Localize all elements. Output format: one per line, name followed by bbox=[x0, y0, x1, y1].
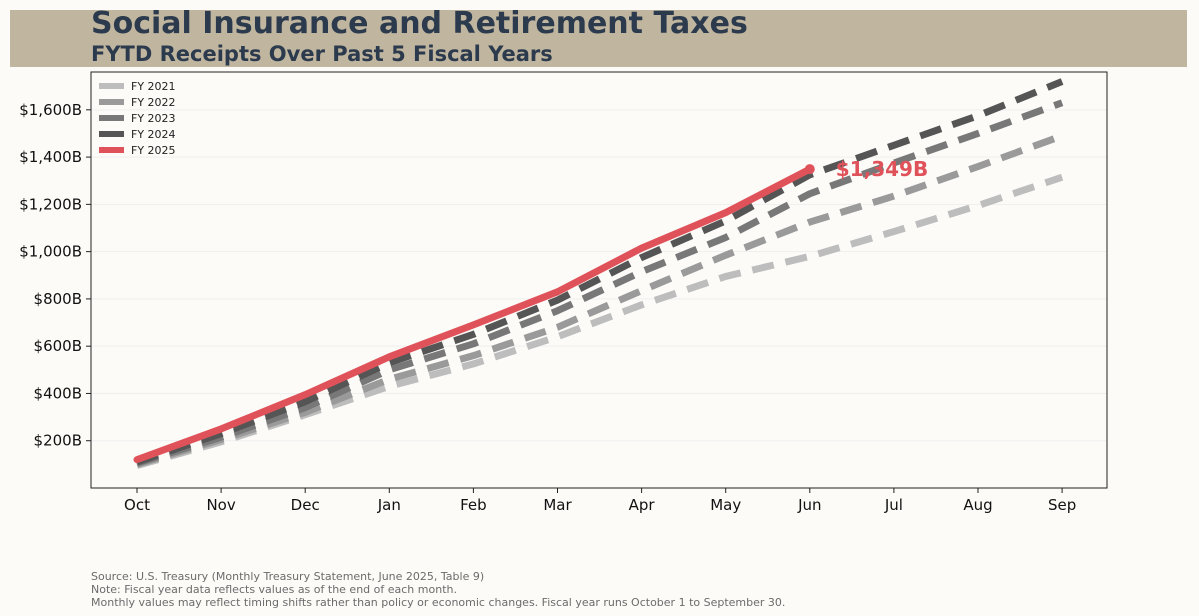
annotation-layer: $1,349B bbox=[804, 157, 928, 181]
y-tick-label: $1,000B bbox=[19, 243, 82, 261]
series-line-fy-2022 bbox=[136, 132, 1064, 468]
header-band bbox=[10, 10, 1187, 67]
y-tick-label: $1,600B bbox=[19, 101, 82, 119]
legend-label: FY 2025 bbox=[131, 144, 176, 157]
x-tick-label: Jan bbox=[377, 496, 401, 514]
footer-notes: Source: U.S. Treasury (Monthly Treasury … bbox=[91, 570, 785, 609]
x-tick-label: Sep bbox=[1048, 496, 1076, 514]
page-title: Social Insurance and Retirement Taxes bbox=[91, 6, 748, 41]
footer-note-1: Note: Fiscal year data reflects values a… bbox=[91, 583, 457, 596]
x-tick-label: Dec bbox=[291, 496, 320, 514]
x-tick-label: Mar bbox=[543, 496, 572, 514]
series-layer bbox=[133, 78, 1064, 469]
y-tick-label: $600B bbox=[34, 337, 82, 355]
legend-label: FY 2022 bbox=[131, 96, 176, 109]
y-tick-label: $400B bbox=[34, 384, 82, 402]
legend-label: FY 2024 bbox=[131, 128, 176, 141]
plot-frame bbox=[90, 71, 1108, 489]
series-line-fy-2023 bbox=[135, 99, 1064, 467]
footer-source: Source: U.S. Treasury (Monthly Treasury … bbox=[91, 570, 485, 583]
y-tick-label: $1,400B bbox=[19, 148, 82, 166]
series-line-fy-2025 bbox=[133, 165, 814, 464]
series-line-fy-2024 bbox=[135, 78, 1064, 466]
y-tick-label: $1,200B bbox=[19, 195, 82, 213]
legend-label: FY 2021 bbox=[131, 80, 176, 93]
x-tick-label: Apr bbox=[629, 496, 656, 514]
page-subtitle: FYTD Receipts Over Past 5 Fiscal Years bbox=[91, 42, 553, 66]
footer-note-2: Monthly values may reflect timing shifts… bbox=[91, 596, 786, 609]
axis-layer: $200B $400B $600B $800B $1,000B $1,200B $1,400… bbox=[19, 101, 1076, 514]
x-tick-label: Feb bbox=[460, 496, 487, 514]
series-line-fy-2021 bbox=[136, 173, 1064, 469]
y-tick-label: $200B bbox=[34, 432, 82, 450]
x-tick-label: Jun bbox=[797, 496, 821, 514]
x-tick-label: Oct bbox=[124, 496, 150, 514]
x-tick-label: May bbox=[710, 496, 741, 514]
grid-layer bbox=[91, 109, 1107, 442]
legend-label: FY 2023 bbox=[131, 112, 176, 125]
y-tick-label: $800B bbox=[34, 290, 82, 308]
annotation-marker bbox=[804, 164, 815, 175]
legend: FY 2021 FY 2022 FY 2023 FY 2024 FY 2025 bbox=[99, 80, 176, 157]
x-tick-label: Aug bbox=[963, 496, 992, 514]
x-tick-label: Jul bbox=[884, 496, 903, 514]
annotation-label: $1,349B bbox=[836, 157, 928, 181]
x-tick-label: Nov bbox=[206, 496, 235, 514]
